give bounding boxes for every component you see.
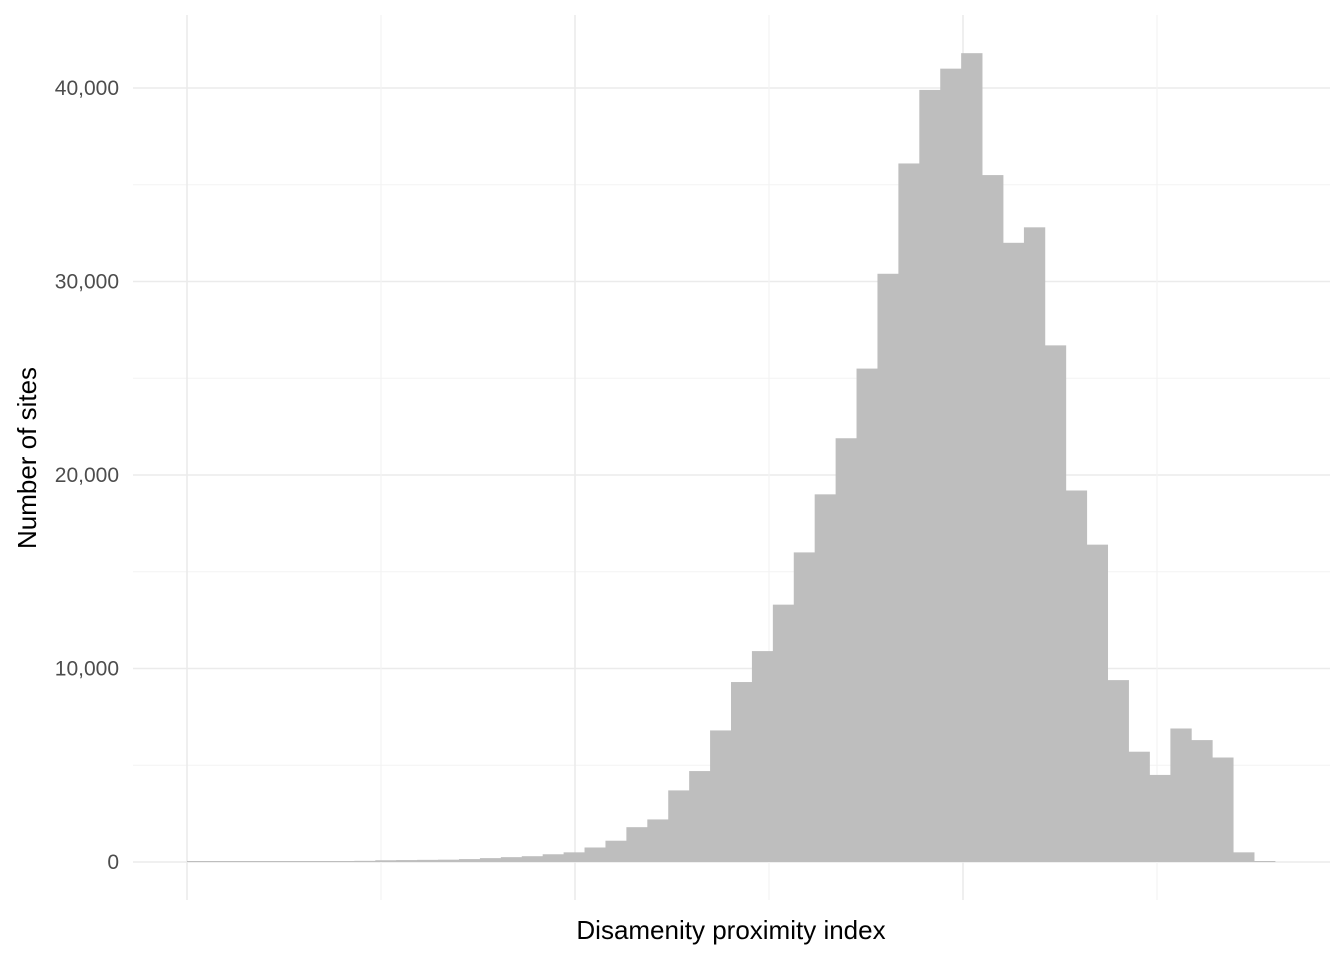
- histogram-bar: [856, 368, 878, 862]
- y-axis-tick-labels: 0 10,000 20,000 30,000 40,000: [55, 77, 119, 874]
- histogram-bar: [605, 840, 627, 862]
- y-tick-label: 40,000: [55, 77, 119, 100]
- histogram-bar: [1023, 227, 1046, 862]
- y-tick-label: 0: [107, 851, 119, 874]
- histogram-bar: [542, 854, 565, 862]
- histogram-bar: [270, 861, 293, 862]
- histogram-bar: [1191, 740, 1213, 862]
- histogram-bar: [835, 438, 857, 862]
- histogram-bar: [312, 861, 334, 862]
- y-tick-label: 10,000: [55, 658, 119, 681]
- histogram-bar: [500, 857, 523, 862]
- histogram-bar: [354, 860, 376, 862]
- histogram-bar: [459, 859, 481, 862]
- histogram-bar: [479, 858, 502, 862]
- histogram-bar: [668, 790, 690, 862]
- histogram-bar: [1107, 680, 1129, 862]
- histogram-bar: [1212, 757, 1234, 862]
- histogram-bar: [1254, 861, 1276, 862]
- histogram-bar: [396, 860, 418, 862]
- histogram-bar: [919, 89, 941, 863]
- histogram-bar: [249, 861, 272, 862]
- histogram-bar: [961, 53, 983, 863]
- histogram-bar: [1128, 751, 1150, 862]
- histogram-bar: [751, 651, 774, 862]
- histogram-bar: [940, 68, 962, 862]
- histogram-bar: [228, 861, 251, 862]
- histogram-bar: [731, 682, 753, 862]
- histogram-bar: [438, 859, 460, 862]
- histogram-bar: [647, 819, 669, 862]
- histogram-bar: [1170, 728, 1192, 862]
- histogram-bar: [291, 861, 313, 862]
- histogram-bar: [982, 175, 1004, 862]
- histogram-bars: [187, 53, 1276, 863]
- y-axis-title: Number of sites: [12, 367, 42, 549]
- histogram-bar: [1086, 544, 1109, 862]
- histogram-bar: [1003, 242, 1025, 863]
- histogram-bar: [563, 852, 585, 862]
- histogram-bar: [877, 273, 899, 862]
- histogram-bar: [1233, 852, 1255, 862]
- histogram-bar: [584, 847, 606, 862]
- histogram-bar: [626, 827, 648, 862]
- histogram-bar: [710, 730, 732, 862]
- histogram-bar: [1065, 490, 1088, 862]
- y-tick-label: 30,000: [55, 271, 119, 294]
- histogram-bar: [898, 163, 920, 863]
- histogram-bar: [333, 861, 355, 862]
- histogram-bar: [793, 552, 816, 862]
- histogram-bar: [207, 861, 230, 862]
- histogram-bar: [772, 604, 795, 862]
- histogram-bar: [689, 771, 711, 862]
- y-tick-label: 20,000: [55, 464, 119, 487]
- histogram-bar: [521, 856, 544, 862]
- histogram-bar: [375, 860, 397, 862]
- histogram-bar: [1044, 345, 1067, 862]
- histogram-bar: [814, 494, 837, 862]
- histogram-bar: [417, 859, 439, 862]
- x-axis-title: Disamenity proximity index: [576, 915, 885, 945]
- histogram-bar: [187, 861, 209, 862]
- histogram-bar: [1149, 774, 1171, 862]
